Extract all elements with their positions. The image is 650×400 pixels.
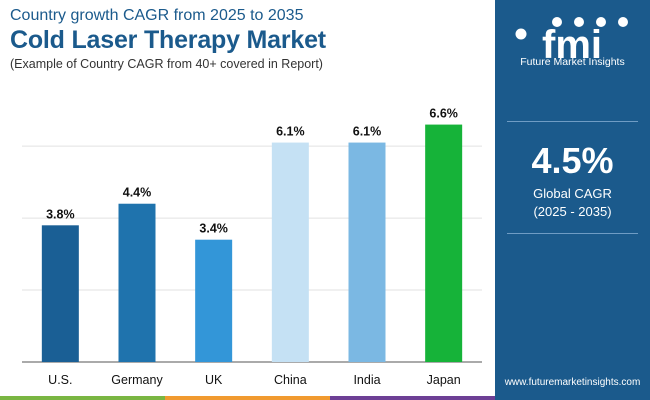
logo-dot-icon [574, 17, 584, 27]
bottom-bar-green [0, 396, 165, 400]
bar-india [348, 142, 386, 362]
bar-chart: 3.8% U.S. 4.4% Germany 3.4% UK 6.1% China 6.1% In… [22, 107, 482, 387]
logo-dot-icon [552, 17, 562, 27]
x-tick-label: China [274, 373, 307, 387]
bar-germany [118, 203, 156, 362]
x-tick-label: India [353, 373, 380, 387]
data-label: 6.1% [353, 125, 382, 139]
global-cagr-period: (2025 - 2035) [533, 204, 612, 219]
chart-title: Cold Laser Therapy Market [10, 26, 326, 54]
website-url: www.futuremarketinsights.com [504, 377, 641, 388]
chart-note: (Example of Country CAGR from 40+ covere… [10, 57, 323, 71]
bar-china [271, 142, 309, 362]
bottom-color-bar [0, 396, 495, 400]
logo-dot-icon [596, 17, 606, 27]
sidebar-panel: fmi Future Market Insights 4.5% Global C… [495, 0, 650, 400]
data-label: 4.4% [123, 186, 152, 200]
logo-dot-icon [618, 17, 628, 27]
x-tick-label: Germany [111, 373, 163, 387]
header: Country growth CAGR from 2025 to 2035 Co… [10, 6, 480, 72]
bottom-bar-orange [165, 396, 330, 400]
logo-caption: Future Market Insights [520, 56, 625, 68]
data-label: 6.6% [429, 107, 458, 121]
logo-dot-icon [515, 28, 527, 40]
global-cagr-value: 4.5% [531, 140, 614, 181]
bottom-bar-purple [330, 396, 495, 400]
logo-wordmark: fmi [542, 23, 602, 67]
global-cagr-label: Global CAGR [533, 186, 612, 201]
fmi-logo: fmi [515, 17, 628, 67]
data-label: 3.4% [199, 222, 228, 236]
chart-subtitle: Country growth CAGR from 2025 to 2035 [10, 7, 304, 24]
bar-uk [195, 239, 233, 362]
x-tick-label: U.S. [48, 373, 72, 387]
divider-top [507, 121, 638, 122]
bar-japan [425, 124, 463, 362]
divider-bottom [507, 233, 638, 234]
x-tick-label: Japan [427, 373, 461, 387]
x-tick-label: UK [205, 373, 223, 387]
data-label: 6.1% [276, 125, 305, 139]
data-label: 3.8% [46, 207, 75, 221]
bar-u-s [41, 225, 79, 362]
